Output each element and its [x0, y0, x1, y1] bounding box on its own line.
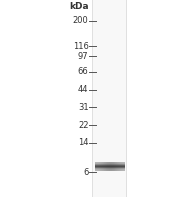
FancyBboxPatch shape [101, 162, 102, 171]
FancyBboxPatch shape [126, 0, 127, 197]
FancyBboxPatch shape [115, 162, 116, 171]
FancyBboxPatch shape [95, 167, 125, 168]
FancyBboxPatch shape [102, 162, 103, 171]
Text: 97: 97 [78, 52, 88, 61]
FancyBboxPatch shape [95, 165, 125, 166]
FancyBboxPatch shape [116, 162, 117, 171]
FancyBboxPatch shape [92, 0, 127, 197]
Text: 6: 6 [83, 168, 88, 177]
Text: 22: 22 [78, 121, 88, 130]
Text: 14: 14 [78, 138, 88, 147]
FancyBboxPatch shape [92, 0, 93, 197]
FancyBboxPatch shape [95, 169, 125, 170]
FancyBboxPatch shape [95, 163, 125, 164]
FancyBboxPatch shape [103, 162, 104, 171]
FancyBboxPatch shape [106, 162, 107, 171]
FancyBboxPatch shape [119, 162, 120, 171]
Text: 66: 66 [78, 67, 88, 76]
FancyBboxPatch shape [95, 168, 125, 169]
FancyBboxPatch shape [105, 162, 106, 171]
FancyBboxPatch shape [95, 170, 125, 171]
FancyBboxPatch shape [117, 162, 118, 171]
FancyBboxPatch shape [95, 166, 125, 167]
Text: 44: 44 [78, 85, 88, 94]
FancyBboxPatch shape [95, 162, 125, 163]
FancyBboxPatch shape [118, 162, 119, 171]
FancyBboxPatch shape [104, 162, 105, 171]
FancyBboxPatch shape [113, 162, 114, 171]
FancyBboxPatch shape [111, 162, 112, 171]
Text: 31: 31 [78, 103, 88, 112]
FancyBboxPatch shape [107, 162, 108, 171]
FancyBboxPatch shape [110, 162, 111, 171]
FancyBboxPatch shape [95, 164, 125, 165]
Text: 116: 116 [73, 42, 88, 51]
Text: kDa: kDa [69, 2, 88, 11]
FancyBboxPatch shape [114, 162, 115, 171]
Text: 200: 200 [73, 16, 88, 25]
FancyBboxPatch shape [109, 162, 110, 171]
FancyBboxPatch shape [108, 162, 109, 171]
FancyBboxPatch shape [112, 162, 113, 171]
